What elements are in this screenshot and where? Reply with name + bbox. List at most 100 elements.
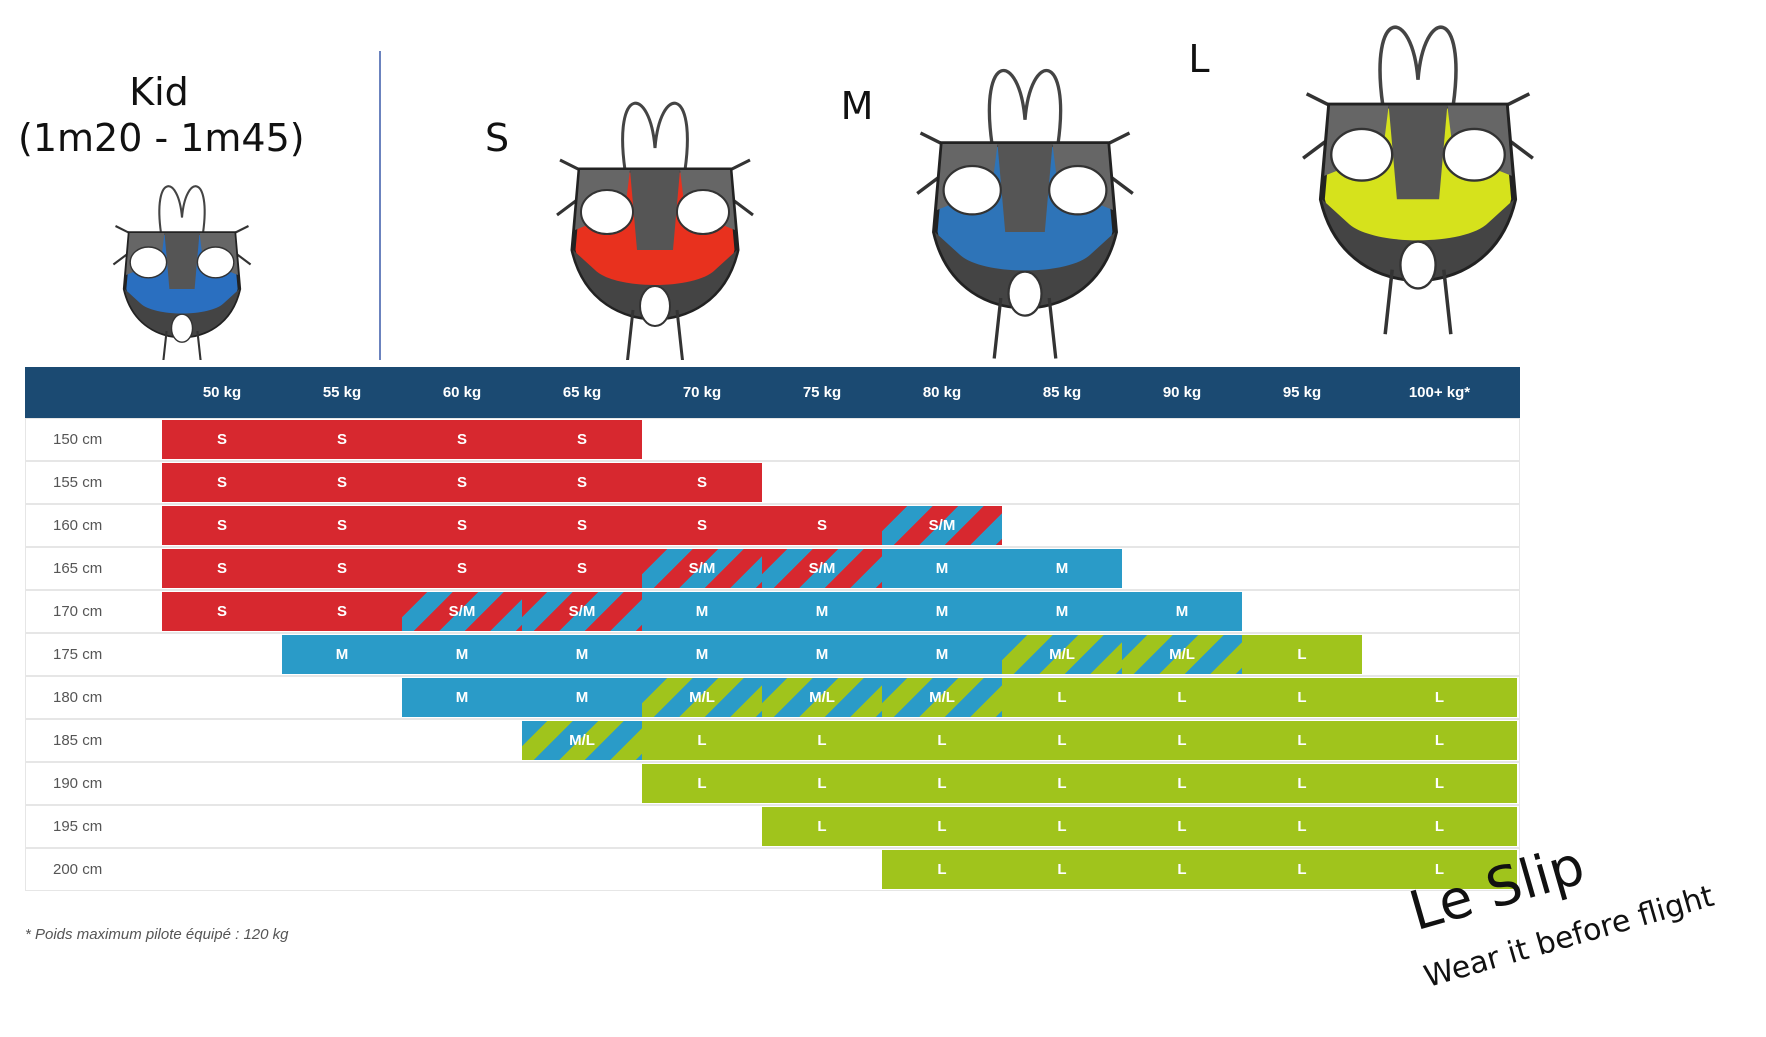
- size-cell: S: [162, 420, 282, 459]
- size-cell: M: [1002, 549, 1122, 588]
- size-cell: S: [162, 506, 282, 545]
- size-cell: S: [402, 463, 522, 502]
- size-cell: L: [1122, 807, 1242, 846]
- size-cell: S/M: [402, 592, 522, 631]
- weight-header: 70 kg: [682, 384, 722, 401]
- size-cell: L: [1002, 850, 1122, 889]
- harness-s: [557, 103, 753, 360]
- size-cell: L: [882, 764, 1002, 803]
- size-cell: M/L: [642, 678, 762, 717]
- size-cell: L: [1242, 850, 1362, 889]
- size-cell: M: [402, 678, 522, 717]
- height-label: 155 cm: [53, 474, 103, 491]
- weight-header: 85 kg: [1042, 384, 1082, 401]
- kid-title: Kid: [129, 70, 189, 114]
- size-cell: S: [522, 463, 642, 502]
- size-cell: M/L: [1002, 635, 1122, 674]
- size-cell: M: [522, 678, 642, 717]
- size-cell: L: [882, 721, 1002, 760]
- illustrations: [112, 0, 1766, 360]
- size-cell: S: [642, 506, 762, 545]
- size-cell: L: [762, 807, 882, 846]
- size-cell: S: [762, 506, 882, 545]
- size-cell: S: [522, 549, 642, 588]
- size-cell: L: [1242, 764, 1362, 803]
- size-cell: M: [882, 635, 1002, 674]
- size-cell: S: [282, 506, 402, 545]
- height-label: 195 cm: [53, 818, 103, 835]
- size-cell: L: [1242, 635, 1362, 674]
- size-cell: L: [1002, 678, 1122, 717]
- height-label: 170 cm: [53, 603, 103, 620]
- weight-header: 75 kg: [802, 384, 842, 401]
- size-cell: M/L: [762, 678, 882, 717]
- size-cell: L: [1122, 721, 1242, 760]
- size-cell: S: [282, 463, 402, 502]
- size-cell: L: [642, 764, 762, 803]
- size-cell: M: [1122, 592, 1242, 631]
- height-label: 185 cm: [53, 732, 103, 749]
- size-cell: M: [882, 592, 1002, 631]
- size-cell: S: [402, 420, 522, 459]
- weight-header: 50 kg: [202, 384, 242, 401]
- harness-l: [1303, 27, 1533, 334]
- size-cell: S: [282, 549, 402, 588]
- kid-range: (1m20 - 1m45): [18, 116, 305, 160]
- size-cell: S: [522, 506, 642, 545]
- size-cell: M: [522, 635, 642, 674]
- size-cell: L: [1362, 678, 1517, 717]
- size-cell: L: [1242, 807, 1362, 846]
- size-cell: L: [1122, 678, 1242, 717]
- height-label: 180 cm: [53, 689, 103, 706]
- footnote: * Poids maximum pilote équipé : 120 kg: [25, 926, 289, 943]
- size-s-label: S: [484, 116, 510, 160]
- weight-header: 65 kg: [562, 384, 602, 401]
- size-cell: S: [282, 420, 402, 459]
- size-cell: L: [1242, 678, 1362, 717]
- size-cell: L: [882, 850, 1002, 889]
- size-cell: L: [762, 764, 882, 803]
- weight-header: 95 kg: [1282, 384, 1322, 401]
- weight-header: 100+ kg*: [1408, 384, 1471, 401]
- size-cell: L: [1242, 721, 1362, 760]
- height-label: 175 cm: [53, 646, 103, 663]
- size-cell: S: [402, 506, 522, 545]
- size-cell: M: [282, 635, 402, 674]
- size-cell: S: [402, 549, 522, 588]
- size-cell: M/L: [1122, 635, 1242, 674]
- size-cell: L: [1122, 764, 1242, 803]
- size-cell: L: [1122, 850, 1242, 889]
- harness-kid: [112, 184, 252, 360]
- size-cell: M: [762, 635, 882, 674]
- size-cell: S/M: [522, 592, 642, 631]
- size-cell: L: [1362, 807, 1517, 846]
- height-label: 160 cm: [53, 517, 103, 534]
- size-l-label: L: [1188, 37, 1210, 81]
- harness-m: [917, 71, 1133, 359]
- size-cell: S: [162, 549, 282, 588]
- height-label: 190 cm: [53, 775, 103, 792]
- size-cell: S: [162, 592, 282, 631]
- size-cell: L: [1362, 721, 1517, 760]
- weight-header: 80 kg: [922, 384, 962, 401]
- size-cell: L: [762, 721, 882, 760]
- size-m-label: M: [840, 84, 874, 128]
- weight-header: 90 kg: [1162, 384, 1202, 401]
- size-cell: L: [1362, 850, 1517, 889]
- size-cell: S/M: [762, 549, 882, 588]
- size-cell: M: [762, 592, 882, 631]
- size-cell: M/L: [882, 678, 1002, 717]
- size-cell: S: [522, 420, 642, 459]
- size-cell: S/M: [882, 506, 1002, 545]
- size-cell: M: [1002, 592, 1122, 631]
- table-header: [25, 367, 1520, 418]
- weight-header: 60 kg: [442, 384, 482, 401]
- size-cell: M: [642, 592, 762, 631]
- size-cell: M/L: [522, 721, 642, 760]
- size-cell: M: [882, 549, 1002, 588]
- height-label: 200 cm: [53, 861, 103, 878]
- height-label: 165 cm: [53, 560, 103, 577]
- size-cell: L: [1002, 764, 1122, 803]
- weight-header: 55 kg: [322, 384, 362, 401]
